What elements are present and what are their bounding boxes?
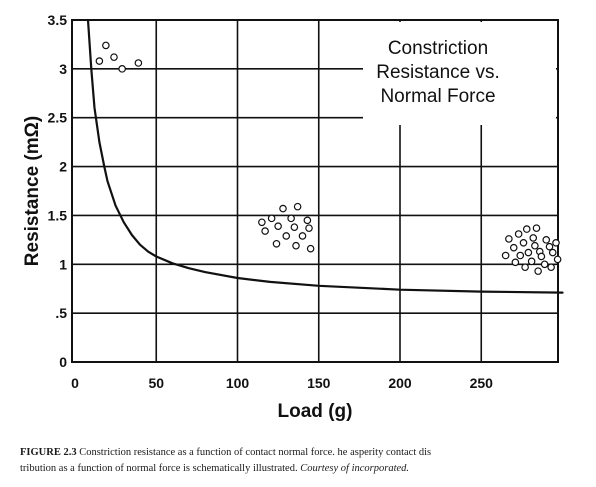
asperity-contact-point [548, 248, 557, 257]
x-tick-label: 100 [226, 375, 250, 391]
caption-text-1: Constriction resistance as a function of… [79, 447, 338, 458]
asperity-contact-point [258, 218, 266, 227]
asperity-contact-point [287, 214, 295, 223]
asperity-contact-point [95, 57, 104, 65]
caption-credit-tail: incorporated. [351, 463, 410, 474]
asperity-contact-point [306, 244, 315, 253]
y-axis-title: Resistance (mΩ) [22, 116, 43, 266]
x-tick-label: 50 [148, 375, 164, 391]
asperity-contact-point [501, 251, 510, 260]
asperity-contact-point [534, 267, 542, 275]
asperity-contact-point [519, 238, 528, 247]
x-axis-ticks: 0 50 100 150 200 250 [71, 375, 493, 391]
asperity-contact-point [110, 53, 118, 61]
asperity-contact-point [529, 234, 538, 242]
asperity-contact-point [279, 204, 287, 213]
asperity-contact-point [527, 257, 536, 266]
asperity-contact-point [516, 251, 525, 260]
asperity-contact-point [118, 65, 126, 73]
y-tick-label: 2.5 [48, 110, 68, 126]
y-tick-label: .5 [55, 305, 67, 321]
chart-title-line: Constriction [388, 38, 488, 59]
asperity-contact-point [524, 248, 533, 257]
resistance-curve-layer [86, 18, 564, 294]
caption-line-1: FIGURE 2.3 Constriction resistance as a … [20, 445, 580, 461]
asperity-contact-point [547, 263, 555, 272]
asperity-contact-point [511, 258, 520, 267]
asperity-contact-point [274, 222, 282, 230]
y-axis-ticks: 0 .5 1 1.5 2 2.5 3 3.5 [48, 12, 68, 370]
asperity-contact-point [290, 223, 299, 231]
asperity-contact-point [553, 255, 562, 264]
asperity-contact-point [531, 241, 539, 250]
asperity-contact-point [542, 236, 551, 244]
asperity-contact-points [95, 41, 562, 275]
asperity-contact-point [293, 202, 302, 211]
plot-frame [71, 19, 559, 363]
y-tick-label: 1.5 [48, 207, 68, 223]
asperity-contact-point [532, 224, 541, 232]
resistance-curve [86, 18, 564, 294]
x-axis-title: Load (g) [278, 401, 353, 422]
y-tick-label: 3.5 [48, 12, 68, 28]
asperity-contact-point [521, 263, 529, 272]
figure-caption: FIGURE 2.3 Constriction resistance as a … [20, 445, 580, 477]
asperity-contact-point [298, 232, 307, 240]
x-tick-label: 150 [307, 375, 331, 391]
caption-line-2: tribution as a function of normal force … [20, 461, 580, 477]
x-tick-label: 200 [388, 375, 412, 391]
asperity-contact-point [522, 225, 531, 233]
x-tick-label: 250 [470, 375, 494, 391]
asperity-contact-point [261, 227, 269, 235]
asperity-contact-point [514, 230, 523, 238]
asperity-contact-point [102, 41, 110, 50]
x-tick-label: 0 [71, 375, 79, 391]
asperity-contact-point [134, 59, 143, 67]
asperity-contact-point [272, 239, 281, 248]
asperity-contact-point [505, 235, 513, 243]
y-tick-label: 2 [59, 159, 67, 175]
chart-title-line: Normal Force [380, 86, 495, 107]
caption-text-2: tribution as a function of normal force … [20, 463, 301, 474]
asperity-contact-point [545, 242, 554, 251]
asperity-contact-point [540, 260, 549, 269]
figure-label: FIGURE 2.3 [20, 447, 77, 458]
caption-text-1-tail: he asperity contact dis [337, 447, 432, 458]
asperity-contact-point [509, 243, 518, 252]
y-tick-label: 0 [59, 354, 67, 370]
asperity-contact-point [537, 252, 546, 261]
asperity-contact-point [552, 238, 560, 247]
y-tick-label: 1 [59, 256, 67, 272]
asperity-contact-point [303, 216, 312, 225]
asperity-contact-point [305, 224, 313, 232]
asperity-contact-point [282, 232, 291, 240]
asperity-contact-point [267, 214, 276, 223]
chart-title-line: Resistance vs. [376, 62, 500, 83]
title-background [363, 22, 556, 125]
caption-credit: Courtesy of [300, 463, 349, 474]
chart-title-box: Constriction Resistance vs. Normal Force [363, 22, 556, 125]
y-tick-label: 3 [59, 61, 67, 77]
asperity-contact-point [292, 241, 300, 250]
